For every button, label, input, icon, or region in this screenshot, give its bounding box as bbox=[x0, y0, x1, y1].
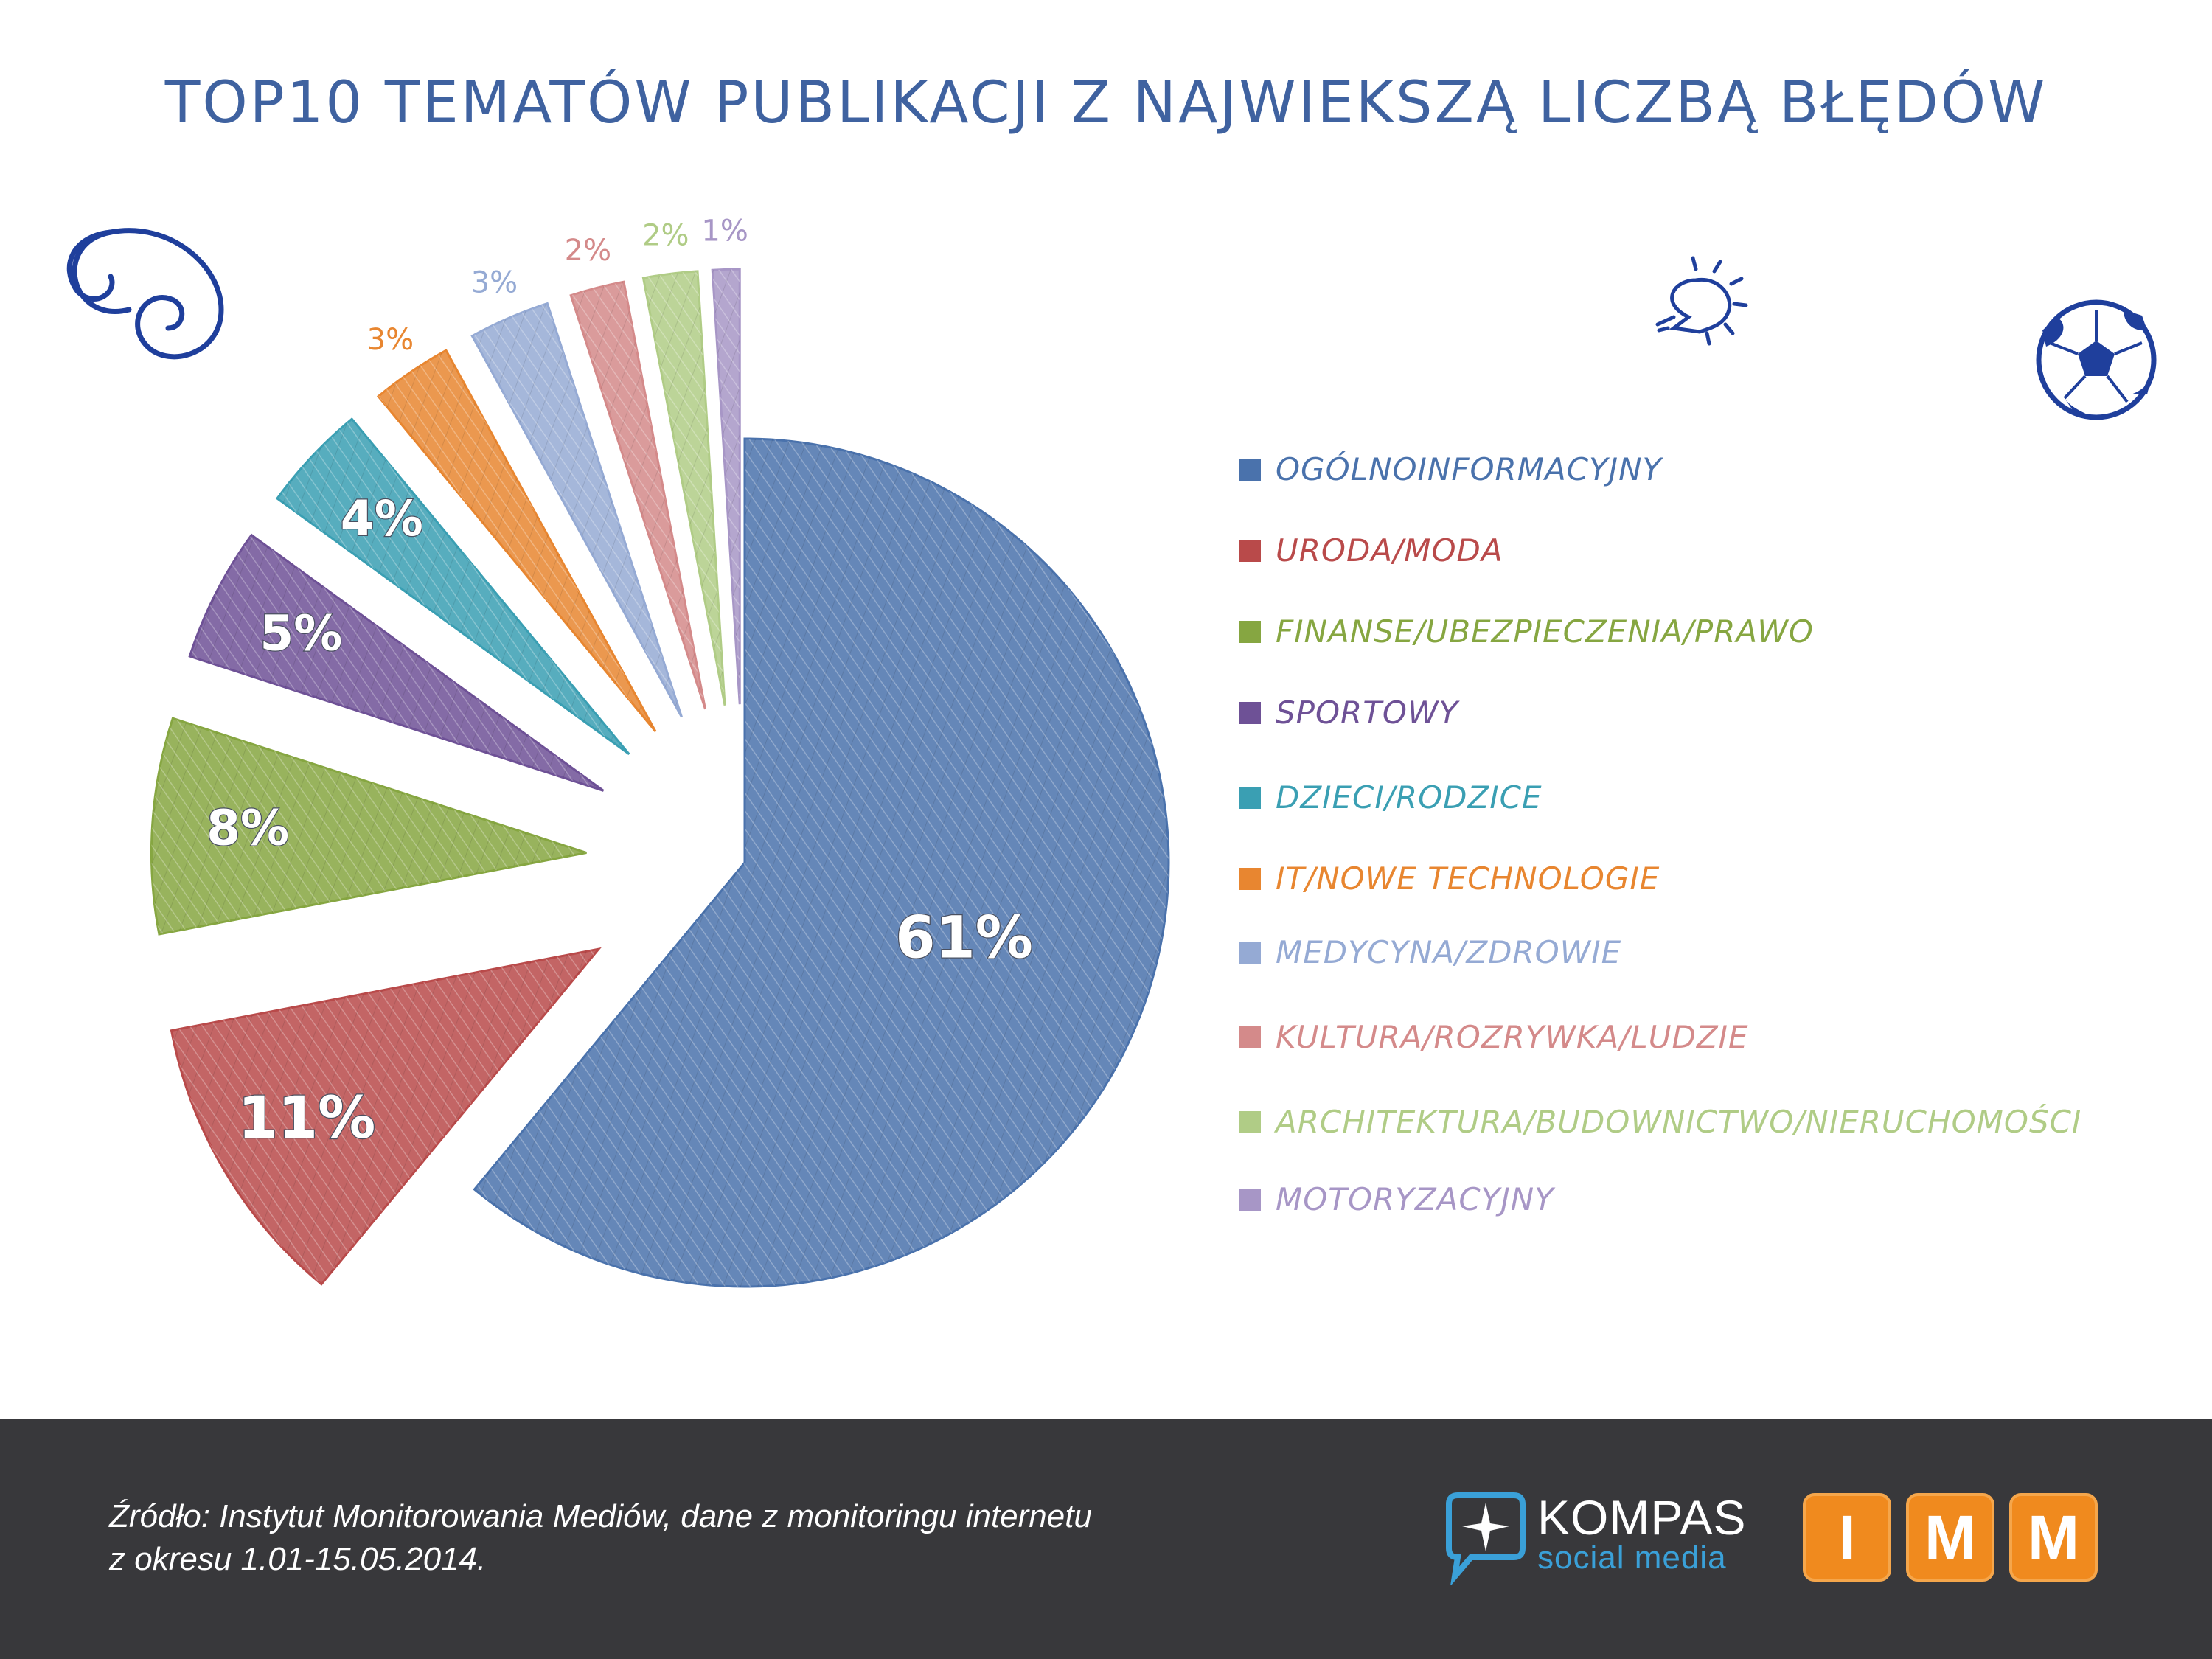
legend-label: DZIECI/RODZICE bbox=[1276, 779, 1543, 815]
legend-label: MEDYCYNA/ZDROWIE bbox=[1276, 934, 1622, 970]
pie-slice-5 bbox=[275, 417, 630, 756]
kompas-logo: KOMPAS social media bbox=[1441, 1489, 1751, 1585]
pie-slice-8 bbox=[569, 280, 707, 710]
kompas-logo-icon bbox=[1446, 1492, 1526, 1585]
legend-swatch bbox=[1239, 942, 1261, 964]
pie-label-4: 5% bbox=[260, 605, 342, 662]
legend-label: IT/NOWE TECHNOLOGIE bbox=[1276, 860, 1660, 897]
pie-slice-10 bbox=[711, 268, 741, 705]
pie-label-8: 2% bbox=[565, 234, 611, 268]
legend-label: URODA/MODA bbox=[1276, 532, 1503, 568]
imm-letter-m1: M bbox=[1906, 1493, 1994, 1582]
pie-label-7: 3% bbox=[471, 265, 518, 299]
pie-slice-1 bbox=[473, 437, 1170, 1288]
legend-swatch bbox=[1239, 787, 1261, 809]
legend-swatch bbox=[1239, 540, 1261, 562]
pie-slice-7 bbox=[470, 302, 684, 718]
source-note: Źródło: Instytut Monitorowania Mediów, d… bbox=[109, 1495, 1289, 1581]
swirl-doodle-icon bbox=[66, 228, 224, 360]
pie-slice-9 bbox=[641, 270, 726, 706]
kompas-subtitle: social media bbox=[1537, 1540, 1727, 1576]
legend-label: SPORTOWY bbox=[1276, 695, 1459, 731]
legend-swatch bbox=[1239, 1189, 1261, 1211]
pie-slice-3 bbox=[150, 717, 587, 936]
legend-label: ARCHITEKTURA/BUDOWNICTWO/NIERUCHOMOŚCI bbox=[1276, 1104, 2082, 1140]
legend-swatch bbox=[1239, 459, 1261, 481]
pie-label-6: 3% bbox=[367, 323, 414, 357]
kompas-name: KOMPAS bbox=[1537, 1490, 1747, 1545]
legend-swatch bbox=[1239, 1111, 1261, 1133]
chart-title: TOP10 TEMATÓW PUBLIKACJI Z NAJWIEKSZĄ LI… bbox=[164, 70, 2048, 136]
legend-label: KULTURA/ROZRYWKA/LUDZIE bbox=[1276, 1019, 1749, 1055]
pie-label-2: 11% bbox=[238, 1085, 376, 1152]
soccer-ball-icon bbox=[2036, 299, 2157, 420]
legend-swatch bbox=[1239, 1026, 1261, 1048]
pie-label-9: 2% bbox=[642, 219, 689, 253]
pie-label-1: 61% bbox=[895, 905, 1033, 972]
source-line-1: Źródło: Instytut Monitorowania Mediów, d… bbox=[109, 1498, 1092, 1534]
lightbulb-doodle-icon bbox=[1655, 256, 1748, 346]
pie-label-10: 1% bbox=[701, 214, 748, 248]
pie-label-5: 4% bbox=[341, 490, 423, 547]
legend-label: FINANSE/UBEZPIECZENIA/PRAWO bbox=[1276, 613, 1814, 650]
imm-letter-i: I bbox=[1803, 1493, 1891, 1582]
pie-slices bbox=[150, 268, 1170, 1288]
legend-label: OGÓLNOINFORMACYJNY bbox=[1276, 451, 1663, 487]
legend-label: MOTORYZACYJNY bbox=[1276, 1181, 1554, 1217]
pie-chart: 61% 11% 8% 5% 4% 3% 3% 2% 2% 1% bbox=[66, 214, 2157, 1288]
pie-slice-4 bbox=[188, 533, 605, 792]
pie-slice-2 bbox=[170, 947, 602, 1286]
source-line-2: z okresu 1.01-15.05.2014. bbox=[109, 1541, 487, 1577]
legend-swatch bbox=[1239, 621, 1261, 643]
pie-slice-6 bbox=[376, 349, 657, 733]
pie-label-3: 8% bbox=[206, 800, 289, 857]
legend-swatch bbox=[1239, 702, 1261, 724]
imm-letter-m2: M bbox=[2009, 1493, 2098, 1582]
legend-swatch bbox=[1239, 868, 1261, 890]
pie-labels: 61% 11% 8% 5% 4% 3% 3% 2% 2% 1% bbox=[206, 214, 1034, 1152]
